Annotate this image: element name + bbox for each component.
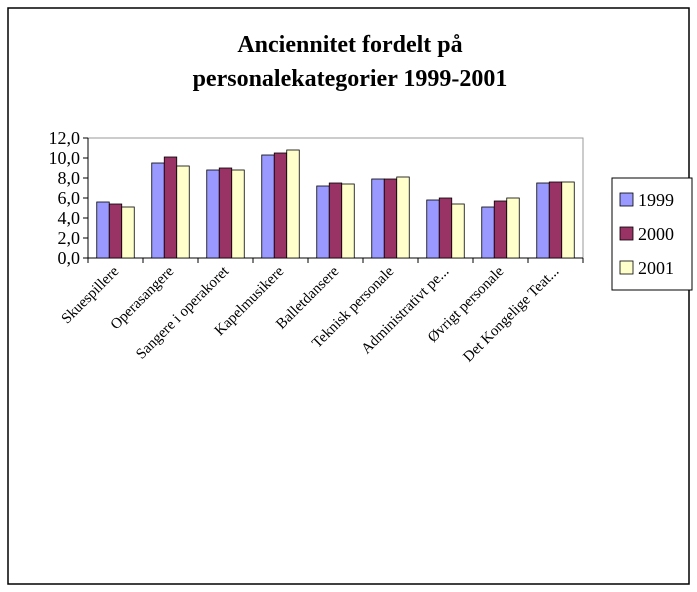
bar	[273, 152, 288, 259]
bar	[506, 197, 520, 259]
bar	[176, 165, 190, 259]
bar	[108, 203, 123, 259]
y-tick-label: 2,0	[58, 228, 81, 248]
bar	[163, 156, 178, 259]
bar	[96, 201, 110, 259]
bar	[151, 162, 165, 259]
bar	[286, 149, 300, 259]
legend-swatch	[619, 260, 634, 275]
y-tick-label: 6,0	[58, 188, 81, 208]
bar	[121, 206, 135, 259]
bar	[561, 181, 575, 259]
y-tick-label: 12,0	[49, 128, 81, 148]
chart-border	[7, 7, 690, 585]
legend-swatch	[619, 226, 634, 241]
bar	[328, 182, 343, 259]
bar	[371, 178, 385, 259]
bar	[451, 203, 465, 259]
bar	[536, 182, 550, 259]
bar	[396, 176, 410, 259]
y-tick-label: 4,0	[58, 208, 81, 228]
bar	[548, 181, 563, 259]
title-line: Anciennitet fordelt på	[237, 32, 462, 58]
bar	[493, 200, 508, 259]
legend-label: 2001	[638, 258, 674, 278]
bar	[316, 185, 330, 259]
bar	[481, 206, 495, 259]
bar	[341, 183, 355, 259]
y-tick-label: 0,0	[58, 248, 81, 268]
bar	[426, 199, 440, 259]
title-line: personalekategorier 1999-2001	[193, 66, 508, 92]
bar	[383, 178, 398, 259]
bar	[218, 167, 233, 259]
bar	[261, 154, 275, 259]
y-tick-label: 10,0	[49, 148, 81, 168]
bar	[438, 197, 453, 259]
legend-swatch	[619, 192, 634, 207]
legend-label: 1999	[638, 190, 674, 210]
bar	[206, 169, 220, 259]
legend-label: 2000	[638, 224, 674, 244]
chart-title: Anciennitet fordelt på personalekategorie…	[193, 32, 508, 92]
bar	[231, 169, 245, 259]
y-tick-label: 8,0	[58, 168, 81, 188]
